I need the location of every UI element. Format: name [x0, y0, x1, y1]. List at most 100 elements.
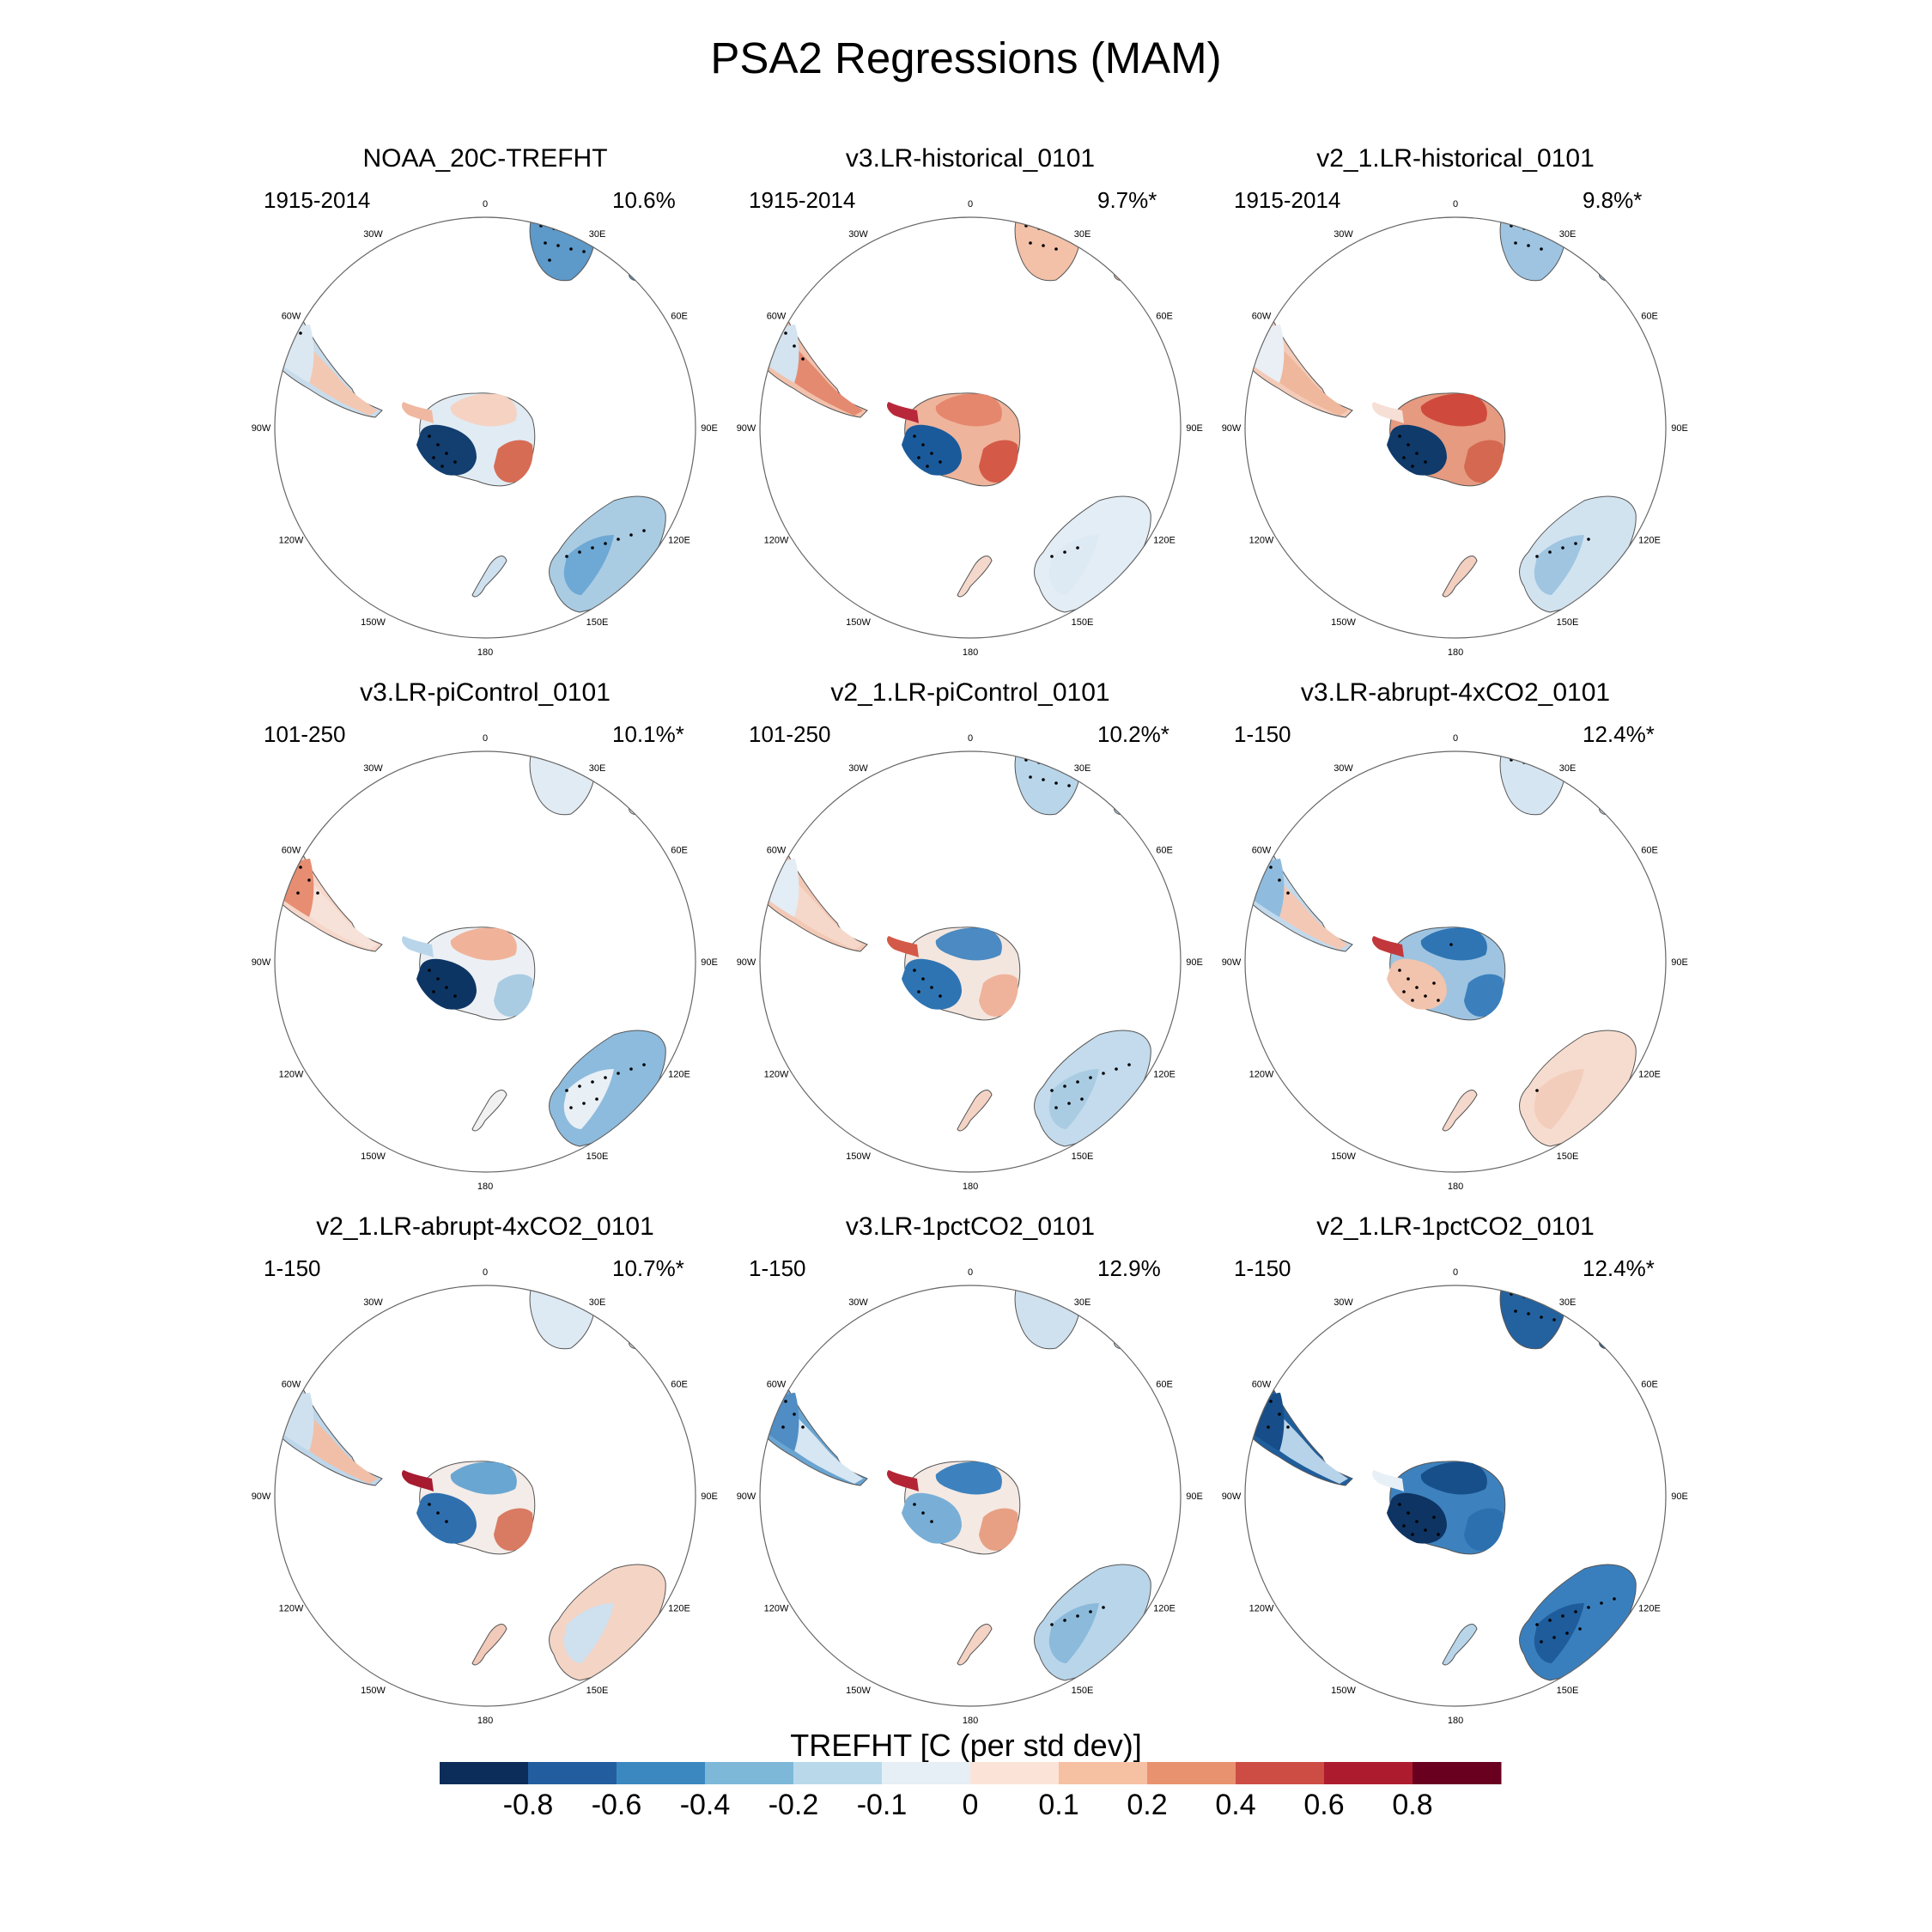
significance-dot	[1042, 778, 1045, 781]
region-ant-w	[416, 1492, 477, 1544]
region-ant-w	[902, 424, 962, 476]
longitude-label: 60E	[1641, 312, 1658, 322]
region-nz	[957, 1090, 993, 1132]
significance-dot	[1535, 555, 1539, 558]
significance-dot	[1406, 977, 1410, 981]
longitude-label: 120E	[1638, 1070, 1661, 1080]
longitude-label: 60E	[671, 1380, 688, 1390]
significance-dot	[1102, 1072, 1105, 1075]
longitude-label: 90E	[1186, 1492, 1203, 1502]
longitude-label: 150W	[846, 617, 871, 628]
region-aus-se	[1048, 1069, 1099, 1129]
significance-dot	[1054, 247, 1058, 251]
significance-dot	[582, 1102, 586, 1105]
significance-dot	[1050, 1089, 1054, 1092]
longitude-label: 150E	[1072, 617, 1094, 628]
colorbar-title: TREFHT [C (per std dev)]	[790, 1728, 1142, 1763]
longitude-label: 60E	[1156, 846, 1173, 856]
significance-dot	[1548, 1303, 1552, 1307]
region-pen	[886, 936, 919, 957]
significance-dot	[1424, 994, 1427, 998]
longitude-label: 150W	[361, 617, 386, 628]
significance-dot	[917, 990, 920, 993]
region-pen	[401, 402, 434, 423]
region-nz	[471, 1090, 507, 1132]
significance-dot	[428, 969, 431, 972]
significance-dot	[930, 452, 933, 455]
significance-dot	[1415, 986, 1419, 989]
significance-dot	[1050, 555, 1054, 558]
significance-dot	[569, 247, 573, 251]
colorbar-swatch	[1147, 1762, 1236, 1784]
colorbar-swatch	[1324, 1762, 1413, 1784]
polar-map: 0 30E 60E 90E 120E 150E 180 150W 120W 90W 60W 30W	[252, 733, 718, 1189]
longitude-label: 120W	[279, 1604, 304, 1614]
panel-title: v3.LR-piControl_0101	[360, 678, 611, 707]
region-ant-n	[935, 1461, 1002, 1495]
region-ant-w	[1387, 1492, 1447, 1544]
panel-title: NOAA_20C-TREFHT	[362, 144, 608, 173]
map-panel: v2_1.LR-piControl_0101 101-250 10.2%* 0 30E 6…	[730, 678, 1211, 1189]
map-boundary	[759, 750, 1182, 1173]
polar-map: 0 30E 60E 90E 120E 150E 180 150W 120W 90W 60W 30W	[737, 733, 1203, 1189]
panel-title: v3.LR-historical_0101	[845, 144, 1096, 173]
significance-dot	[286, 878, 289, 882]
significance-dot	[316, 891, 319, 895]
map-boundary	[274, 1285, 696, 1707]
longitude-label: 120W	[1249, 536, 1274, 546]
significance-dot	[299, 331, 302, 335]
significance-dot	[921, 443, 925, 447]
longitude-label: 30E	[1074, 1297, 1091, 1308]
significance-dot	[1054, 781, 1058, 785]
significance-dot	[771, 344, 775, 348]
region-pen	[401, 936, 434, 957]
region-ant-e	[1464, 974, 1504, 1018]
significance-dot	[1029, 241, 1032, 245]
longitude-label: 30W	[848, 229, 868, 240]
colorbar-tick-label: -0.6	[591, 1789, 642, 1821]
longitude-label: 30E	[589, 763, 606, 774]
region-nz	[1442, 1090, 1478, 1132]
region-aus-se	[1048, 1603, 1099, 1663]
significance-dot	[1415, 1520, 1419, 1523]
significance-dot	[1278, 1413, 1281, 1416]
longitude-label: 0	[483, 1267, 488, 1278]
significance-dot	[1063, 1619, 1066, 1622]
region-nz	[1442, 1624, 1478, 1666]
longitude-label: 120W	[279, 536, 304, 546]
significance-dot	[578, 235, 581, 239]
region-ant-e	[494, 440, 533, 483]
significance-dot	[1548, 235, 1552, 239]
longitude-label: 120W	[279, 1070, 304, 1080]
longitude-label: 60E	[1641, 846, 1658, 856]
significance-dot	[428, 434, 431, 438]
significance-dot	[1063, 235, 1066, 239]
significance-dot	[544, 241, 547, 245]
significance-dot	[277, 814, 281, 817]
significance-dot	[445, 986, 448, 989]
longitude-label: 180	[477, 1182, 493, 1189]
longitude-label: 150E	[1557, 1151, 1579, 1162]
significance-dot	[1527, 244, 1530, 247]
colorbar-tick-label: -0.8	[502, 1789, 554, 1821]
longitude-label: 90W	[1222, 1492, 1242, 1502]
significance-dot	[284, 831, 288, 835]
significance-dot	[604, 542, 607, 545]
significance-dot	[1574, 1610, 1577, 1613]
significance-dot	[1587, 1606, 1590, 1609]
longitude-label: 150E	[1557, 617, 1579, 628]
region-pen	[1371, 936, 1404, 957]
significance-dot	[1089, 1610, 1092, 1613]
significance-dot	[1398, 969, 1401, 972]
longitude-label: 180	[1448, 1182, 1463, 1189]
longitude-label: 30W	[848, 1297, 868, 1308]
longitude-label: 60W	[282, 846, 301, 856]
longitude-label: 60W	[1252, 1380, 1272, 1390]
colorbar-swatch	[970, 1762, 1060, 1784]
longitude-label: 150W	[846, 1686, 871, 1696]
significance-dot	[1248, 280, 1251, 283]
panel-years: 101-250	[749, 721, 831, 747]
significance-dot	[1267, 1425, 1270, 1429]
significance-dot	[432, 990, 435, 993]
longitude-label: 120E	[668, 1070, 690, 1080]
